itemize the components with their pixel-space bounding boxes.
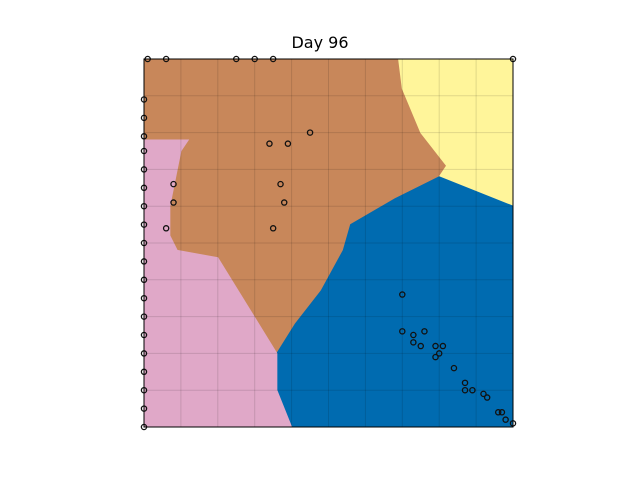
data-point bbox=[266, 140, 273, 147]
data-point bbox=[498, 409, 506, 416]
pink-region bbox=[144, 139, 293, 427]
data-point bbox=[417, 342, 424, 350]
data-point bbox=[483, 394, 491, 401]
data-point bbox=[162, 225, 170, 232]
data-point bbox=[432, 342, 439, 350]
data-point bbox=[284, 140, 292, 147]
data-point bbox=[469, 386, 476, 394]
data-point bbox=[480, 390, 487, 398]
data-point bbox=[410, 331, 417, 339]
data-point bbox=[410, 339, 417, 346]
data-point bbox=[439, 342, 447, 350]
yellow-region bbox=[398, 59, 513, 207]
data-point bbox=[280, 199, 288, 206]
data-point bbox=[399, 328, 406, 335]
grid-layer bbox=[144, 59, 513, 427]
region-layer bbox=[144, 59, 513, 427]
plot-frame bbox=[143, 58, 514, 428]
data-point bbox=[306, 129, 314, 136]
data-point bbox=[170, 180, 177, 188]
data-point bbox=[399, 291, 406, 298]
data-point bbox=[435, 350, 443, 357]
data-point bbox=[461, 379, 469, 387]
data-point bbox=[277, 180, 284, 188]
data-point bbox=[421, 328, 428, 335]
data-point bbox=[450, 364, 458, 372]
data-point bbox=[269, 225, 277, 232]
data-point bbox=[461, 386, 469, 394]
data-point bbox=[494, 409, 502, 416]
data-point bbox=[170, 199, 177, 206]
data-point bbox=[432, 353, 439, 361]
chart-title: Day 96 bbox=[291, 33, 349, 52]
blue-region bbox=[276, 176, 513, 427]
data-point bbox=[502, 416, 509, 423]
